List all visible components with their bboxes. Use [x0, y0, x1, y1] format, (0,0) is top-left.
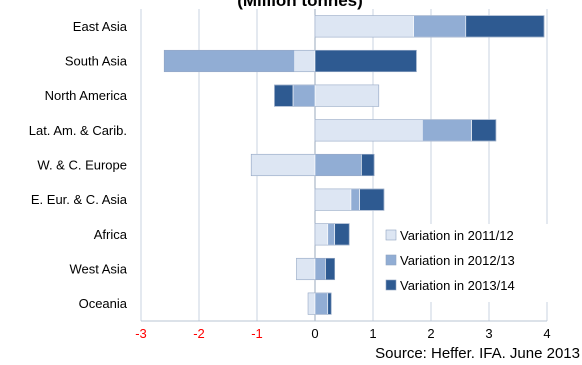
category-label-0: East Asia — [73, 19, 128, 34]
legend-background — [378, 224, 548, 302]
bar-2-series-1 — [292, 84, 316, 107]
bar-4-series-0 — [250, 153, 316, 177]
x-tick-label-3: 0 — [311, 326, 318, 341]
bar-8-series-1 — [314, 292, 329, 315]
chart-title: (Million tonnes) — [237, 0, 363, 10]
x-tick-label-6: 3 — [485, 326, 492, 341]
bar-8-series-0 — [307, 292, 316, 315]
legend-label-0: Variation in 2011/12 — [400, 228, 514, 243]
bar-outline-1 — [163, 49, 417, 73]
bar-3-series-1 — [421, 119, 472, 142]
source-note: Source: Heffer. IFA. June 2013 — [375, 345, 580, 362]
bar-4-series-1 — [314, 153, 362, 177]
bar-5-series-1 — [350, 188, 360, 211]
bar-outline-3 — [314, 119, 497, 142]
bar-1-series-2 — [314, 49, 417, 73]
bar-3-series-2 — [471, 119, 497, 142]
bar-0-series-2 — [465, 15, 545, 38]
bar-4-series-2 — [361, 153, 375, 177]
bar-6-series-1 — [327, 223, 336, 246]
x-tick-label-1: -2 — [193, 326, 205, 341]
bar-outline-0 — [314, 15, 545, 38]
category-labels: East Asia South Asia North America Lat. Am.… — [29, 19, 128, 311]
category-label-5: E. Eur. & C. Asia — [31, 192, 128, 207]
bar-0-series-1 — [413, 15, 467, 38]
bar-outline-6 — [314, 223, 350, 246]
x-tick-label-5: 2 — [427, 326, 434, 341]
legend-swatch-0 — [385, 229, 397, 241]
bar-7-series-2 — [325, 257, 336, 281]
bar-1-series-0 — [294, 49, 316, 73]
category-label-3: Lat. Am. & Carib. — [29, 123, 127, 138]
bar-outline-4 — [250, 153, 375, 177]
legend-swatch-2 — [385, 279, 397, 291]
bar-8-series-2 — [327, 292, 332, 315]
bar-7-series-0 — [296, 257, 316, 281]
legend-label-1: Variation in 2012/13 — [400, 253, 515, 268]
bar-2-series-0 — [314, 84, 380, 107]
category-label-1: South Asia — [65, 54, 128, 69]
bar-outline-5 — [314, 188, 385, 211]
x-tick-label-7: 4 — [543, 326, 550, 341]
category-label-6: Africa — [94, 227, 128, 242]
bar-outline-8 — [307, 292, 332, 315]
bar-6-series-0 — [314, 223, 329, 246]
x-tick-labels: -3 -2 -1 0 1 2 3 4 — [135, 326, 550, 341]
bars — [163, 15, 545, 315]
x-tick-label-4: 1 — [369, 326, 376, 341]
x-tick-label-0: -3 — [135, 326, 147, 341]
bar-outline-7 — [296, 257, 336, 281]
category-label-8: Oceania — [79, 296, 128, 311]
bar-2-series-2 — [274, 84, 294, 107]
x-tick-label-2: -1 — [251, 326, 263, 341]
category-label-7: West Asia — [69, 262, 127, 277]
bar-6-series-2 — [334, 223, 350, 246]
legend: Variation in 2011/12 Variation in 2012/13… — [378, 224, 548, 302]
category-label-2: North America — [45, 88, 128, 103]
bar-1-series-1 — [163, 49, 295, 73]
bar-5-series-2 — [359, 188, 385, 211]
bar-0-series-0 — [314, 15, 414, 38]
bar-5-series-0 — [314, 188, 352, 211]
legend-label-2: Variation in 2013/14 — [400, 278, 515, 293]
category-label-4: W. & C. Europe — [37, 158, 127, 173]
bar-outline-2 — [274, 84, 380, 107]
bar-3-series-0 — [314, 119, 423, 142]
bar-7-series-1 — [314, 257, 326, 281]
legend-swatch-1 — [385, 254, 397, 266]
